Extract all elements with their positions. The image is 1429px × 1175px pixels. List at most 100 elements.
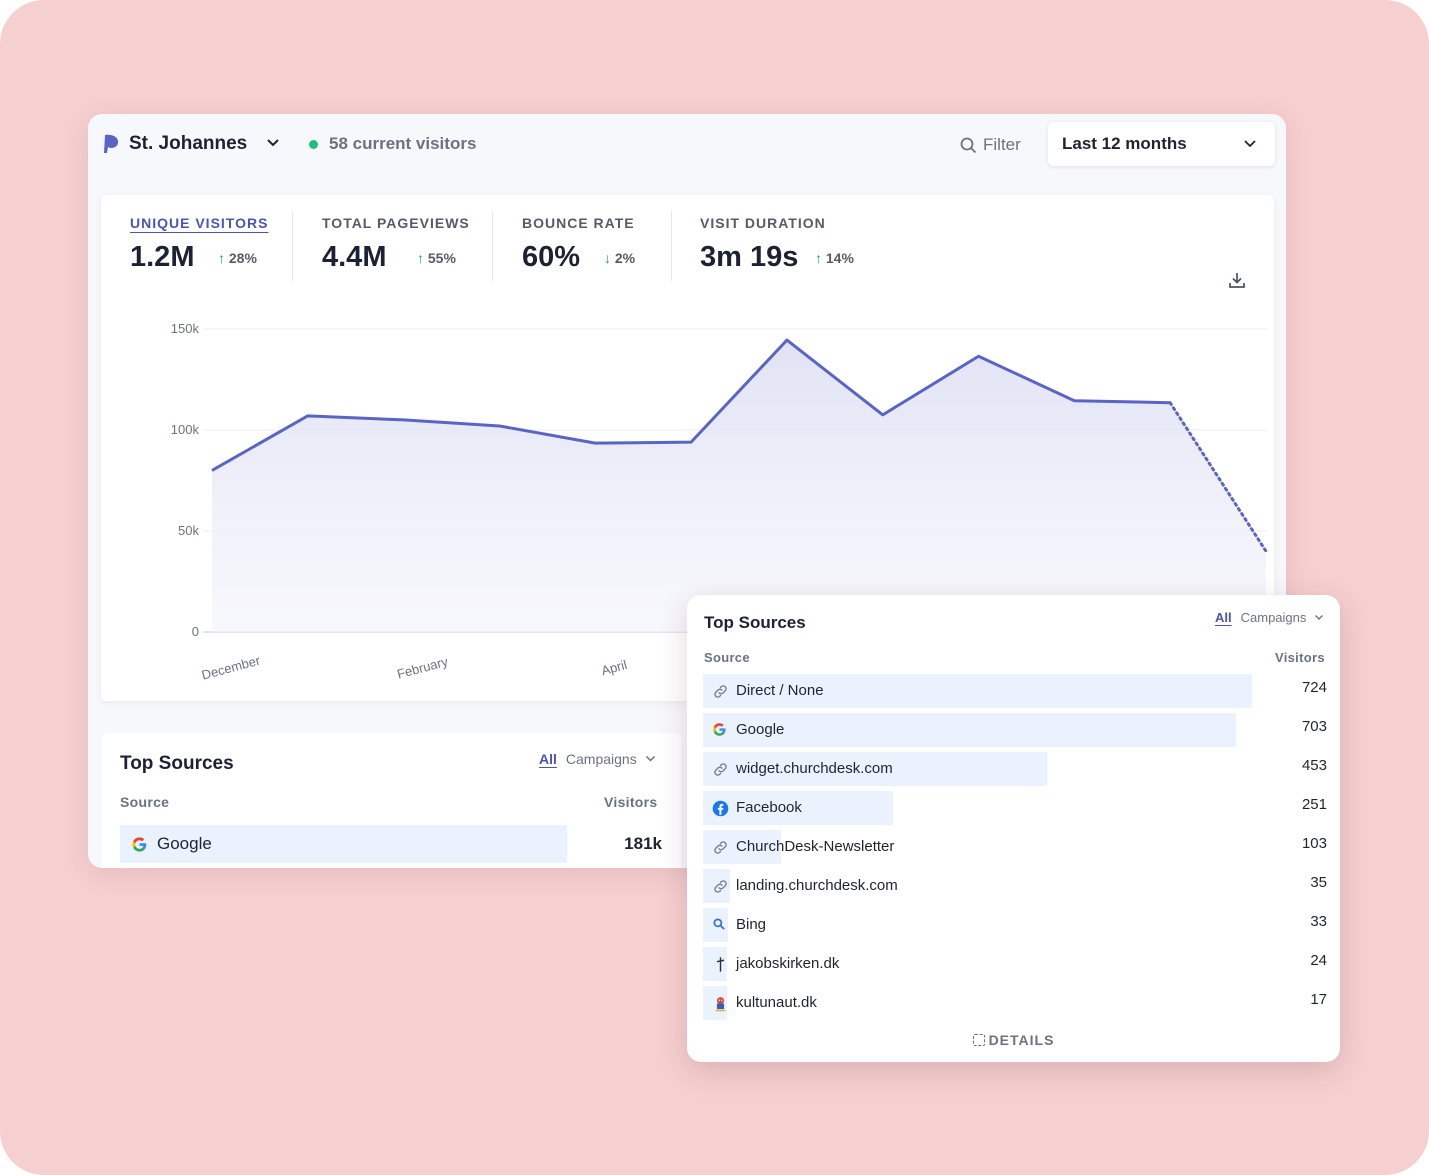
chevron-down-icon (645, 755, 655, 762)
details-button[interactable]: DETAILS (687, 1032, 1340, 1048)
data-point[interactable] (302, 410, 314, 422)
visitors-chart: 0 50k 100k 150k December February April (171, 321, 1272, 683)
column-source: Source (704, 650, 750, 665)
source-name: Bing (736, 916, 767, 933)
visitor-count: 251 (1301, 796, 1327, 813)
site-name[interactable]: St. Johannes (129, 133, 248, 154)
facebook-icon (712, 800, 729, 817)
kpi-delta-value: 55% (427, 250, 456, 266)
google-icon (712, 722, 729, 739)
filter-button[interactable]: Filter (960, 132, 1021, 158)
visitor-count: 724 (1301, 679, 1327, 696)
column-source: Source (120, 794, 170, 810)
panel-title: Top Sources (704, 613, 806, 632)
visitor-count: 33 (1310, 913, 1327, 930)
logo-icon (104, 134, 119, 153)
y-tick-label: 0 (192, 624, 199, 639)
value-bar (703, 947, 727, 981)
visitor-count: 453 (1301, 757, 1327, 774)
kpi-delta: ↑ 28% (218, 250, 257, 266)
kpi-label: UNIQUE VISITORS (130, 215, 269, 231)
link-icon (712, 878, 729, 895)
kpi-bounce-rate[interactable]: BOUNCE RATE 60% ↓ 2% (522, 215, 635, 285)
kpi-delta: ↓ 2% (604, 250, 635, 266)
arrow-up-icon: ↑ (815, 250, 822, 266)
kpi-label: BOUNCE RATE (522, 215, 635, 231)
data-point[interactable] (1260, 545, 1272, 557)
series-area (212, 340, 1266, 632)
period-label: Last 12 months (1062, 134, 1187, 153)
data-point[interactable] (398, 414, 410, 426)
filter-label: Filter (983, 135, 1021, 154)
kpi-visit-duration[interactable]: VISIT DURATION 3m 19s ↑ 14% (700, 215, 854, 285)
tab-campaigns-label: Campaigns (565, 751, 637, 767)
visitor-count: 181k (624, 834, 662, 853)
chevron-down-icon (1244, 140, 1256, 148)
source-name: Direct / None (736, 682, 824, 699)
source-name: Facebook (736, 799, 802, 816)
kpi-delta: ↑ 55% (417, 250, 456, 266)
tab-campaigns[interactable]: Campaigns (1241, 610, 1325, 625)
source-name: jakobskirken.dk (736, 955, 840, 972)
download-icon[interactable] (1228, 271, 1246, 289)
panel-tabs: All Campaigns (1215, 610, 1324, 625)
data-point[interactable] (781, 334, 793, 346)
search-icon (960, 137, 977, 153)
top-sources-panel-background: Top Sources All Campaigns Source Visitor… (102, 733, 681, 868)
top-sources-panel: Top Sources All Campaigns Source Visitor… (687, 595, 1340, 1062)
kpi-value: 1.2M (130, 241, 195, 273)
data-point[interactable] (1068, 395, 1080, 407)
visitor-count: 35 (1310, 874, 1327, 891)
source-name: ChurchDesk-Newsletter (736, 838, 895, 855)
x-tick-label: February (395, 654, 450, 682)
source-name: Google (736, 721, 785, 738)
arrow-up-icon: ↑ (218, 250, 225, 266)
value-bar (703, 752, 1047, 786)
kpi-divider (292, 211, 293, 281)
value-bar (703, 674, 1252, 708)
value-bar (703, 791, 894, 825)
current-visitors[interactable]: 58 current visitors (329, 134, 477, 153)
data-point[interactable] (877, 409, 889, 421)
arrow-up-icon: ↑ (417, 250, 424, 266)
source-name: landing.churchdesk.com (736, 877, 898, 894)
data-point[interactable] (493, 420, 505, 432)
arrow-down-icon: ↓ (604, 250, 611, 266)
kpi-value: 3m 19s (700, 241, 799, 273)
data-point[interactable] (685, 436, 697, 448)
y-tick-label: 100k (171, 422, 200, 437)
data-point[interactable] (589, 437, 601, 449)
kpi-divider (671, 211, 672, 281)
details-label: DETAILS (988, 1032, 1055, 1048)
kpi-delta: ↑ 14% (815, 250, 854, 266)
visitor-count: 17 (1310, 991, 1327, 1008)
live-indicator-dot (309, 140, 318, 149)
cross-icon (712, 956, 729, 973)
x-tick-label: April (600, 657, 629, 678)
kpi-unique-visitors[interactable]: UNIQUE VISITORS 1.2M ↑ 28% (130, 215, 268, 285)
period-select[interactable]: Last 12 months (1048, 122, 1275, 166)
tab-all[interactable]: All (539, 751, 557, 767)
visitor-count: 103 (1301, 835, 1327, 852)
kpi-value: 4.4M (322, 241, 387, 273)
data-point[interactable] (206, 464, 218, 476)
tab-campaigns-label: Campaigns (1240, 610, 1307, 625)
chevron-down-icon (1315, 615, 1324, 620)
tab-campaigns[interactable]: Campaigns (566, 751, 656, 767)
column-visitors: Visitors (1275, 650, 1325, 665)
kultunaut-icon (712, 995, 729, 1012)
value-bar (703, 713, 1237, 747)
kpi-label: VISIT DURATION (700, 215, 826, 231)
data-point[interactable] (1164, 397, 1176, 409)
google-icon (132, 837, 147, 852)
source-name: Google (157, 834, 212, 853)
tab-all[interactable]: All (1215, 610, 1232, 625)
link-icon (712, 683, 729, 700)
kpi-delta-value: 2% (614, 250, 636, 266)
column-visitors: Visitors (604, 794, 658, 810)
table-row[interactable]: Google (120, 825, 567, 863)
chevron-down-icon[interactable] (266, 138, 280, 148)
kpi-total-pageviews[interactable]: TOTAL PAGEVIEWS 4.4M ↑ 55% (322, 215, 470, 285)
data-point[interactable] (973, 350, 985, 362)
